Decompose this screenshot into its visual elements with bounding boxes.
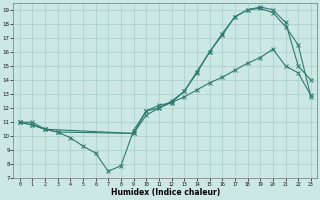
X-axis label: Humidex (Indice chaleur): Humidex (Indice chaleur) (111, 188, 220, 197)
